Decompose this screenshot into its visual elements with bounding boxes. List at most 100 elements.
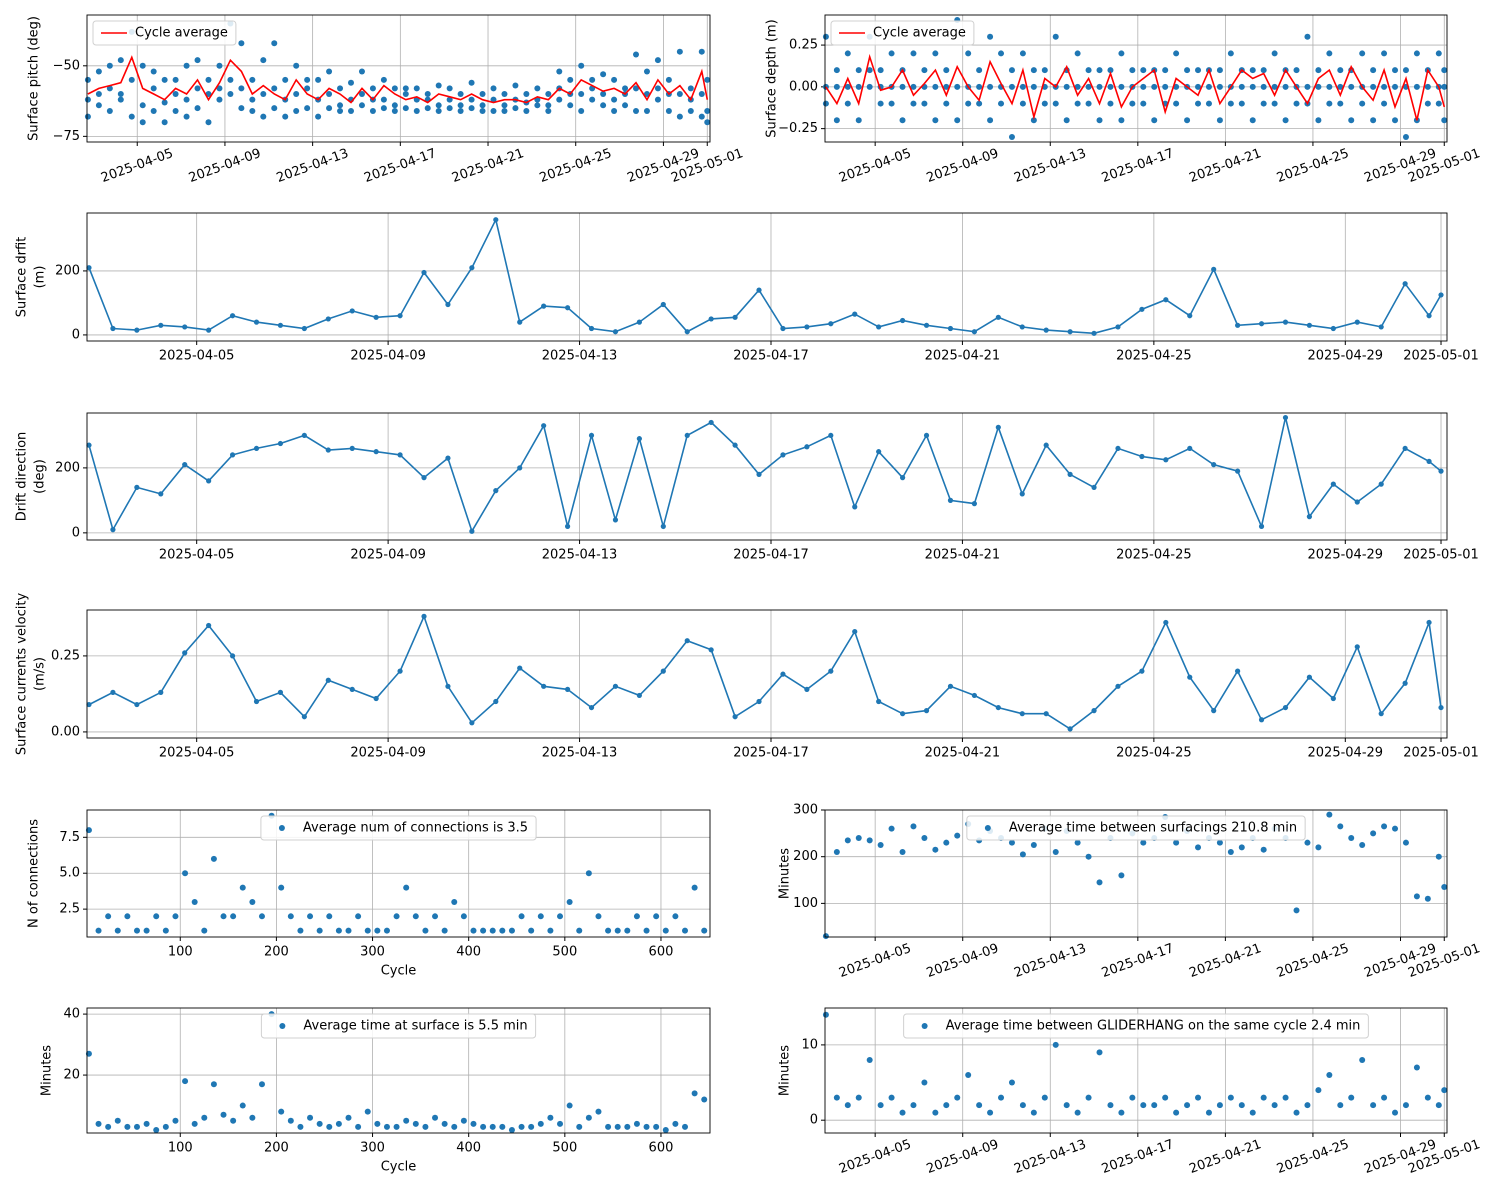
data-point: [828, 668, 834, 674]
data-point: [1348, 117, 1355, 124]
data-point: [1260, 67, 1267, 74]
data-point: [304, 105, 311, 112]
data-point: [1041, 1094, 1048, 1101]
data-point: [822, 933, 829, 940]
data-point: [1173, 50, 1180, 57]
data-point: [1115, 683, 1121, 689]
data-point: [468, 105, 475, 112]
data-point: [315, 113, 322, 120]
data-point: [877, 842, 884, 849]
data-point: [349, 445, 355, 452]
data-point: [216, 62, 223, 69]
data-point: [1030, 67, 1037, 74]
data-point: [421, 269, 427, 276]
data-point: [117, 57, 124, 64]
data-point: [1107, 1102, 1114, 1109]
data-point: [380, 105, 387, 112]
data-point: [900, 475, 906, 481]
data-point: [397, 452, 403, 458]
data-point: [253, 698, 260, 705]
data-point: [910, 83, 917, 90]
legend-box: [966, 815, 1306, 841]
data-point: [1413, 50, 1420, 57]
data-point: [512, 82, 519, 89]
x-tick-label: 400: [456, 945, 481, 960]
data-point: [636, 692, 642, 699]
data-point: [517, 319, 523, 325]
data-point: [1211, 266, 1217, 272]
axes-frame: [86, 412, 1448, 541]
data-point: [600, 102, 607, 109]
data-point: [1205, 83, 1212, 90]
data-point: [490, 85, 497, 92]
data-point: [1063, 117, 1070, 124]
data-point: [804, 324, 810, 330]
data-point: [1304, 33, 1311, 40]
y-axis-label: Surface depth (m): [765, 19, 780, 137]
data-point: [1052, 100, 1059, 107]
data-point: [1008, 83, 1015, 90]
data-point: [987, 33, 994, 40]
y-tick-label: 200: [793, 849, 818, 864]
data-point: [585, 1114, 592, 1121]
data-point: [866, 1056, 873, 1063]
data-point: [468, 96, 475, 103]
x-tick-label: 2025-04-25: [1116, 548, 1192, 563]
data-point: [139, 62, 146, 69]
data-point: [976, 1102, 983, 1109]
data-point: [537, 913, 544, 920]
legend: Average time between GLIDERHANG on the s…: [903, 1013, 1369, 1039]
data-point: [556, 68, 563, 75]
data-point: [611, 107, 618, 114]
x-tick-label: 100: [168, 1141, 193, 1156]
axes-frame: [86, 809, 711, 938]
x-tick-label: 2025-04-25: [1275, 146, 1351, 186]
data-point: [1402, 67, 1409, 74]
data-point: [921, 100, 928, 107]
data-point: [335, 927, 342, 934]
x-tick-label: 2025-04-25: [1275, 1137, 1351, 1177]
data-point: [833, 117, 840, 124]
data-point: [704, 119, 711, 126]
x-tick-label: 600: [649, 1141, 674, 1156]
data-point: [1381, 823, 1388, 830]
y-axis-label: N of connections: [27, 819, 42, 928]
data-point: [229, 313, 236, 319]
data-point: [1282, 319, 1289, 325]
data-point: [1402, 839, 1409, 846]
data-point: [293, 62, 300, 69]
data-point: [158, 491, 164, 497]
data-point: [260, 113, 267, 120]
data-point: [1293, 1109, 1300, 1116]
data-point: [1118, 50, 1125, 57]
legend-label: Average time between surfacings 210.8 mi…: [1009, 821, 1297, 836]
legend: Cycle average: [92, 20, 237, 46]
x-tick-label: 2025-04-21: [925, 548, 1001, 563]
data-point: [541, 303, 547, 309]
panel: 0.00 0.25 2025-04-05 2025-04-09 2025-04-13 20…: [15, 593, 1479, 761]
data-point: [995, 314, 1001, 320]
data-point: [446, 105, 453, 112]
data-point: [780, 325, 786, 332]
data-point: [1140, 83, 1147, 90]
data-point: [976, 100, 983, 107]
data-point: [545, 102, 552, 109]
data-point: [1162, 67, 1169, 74]
panel: 20 40 100 200 300 400 500 600 Minutes Cycle Averag…: [40, 1007, 711, 1175]
data-point: [1293, 67, 1300, 74]
data-point: [1067, 726, 1073, 732]
data-point: [1205, 1109, 1212, 1116]
data-point: [833, 83, 840, 90]
data-point: [1205, 100, 1212, 107]
data-point: [1359, 842, 1366, 849]
data-point: [564, 686, 571, 692]
x-tick-label: 2025-04-21: [925, 746, 1001, 761]
data-point: [1282, 704, 1289, 711]
data-point: [1074, 1109, 1081, 1116]
data-point: [1260, 83, 1267, 90]
data-point: [732, 714, 738, 720]
data-point: [855, 83, 862, 90]
data-point: [349, 308, 355, 314]
legend: Average num of connections is 3.5: [260, 815, 537, 841]
